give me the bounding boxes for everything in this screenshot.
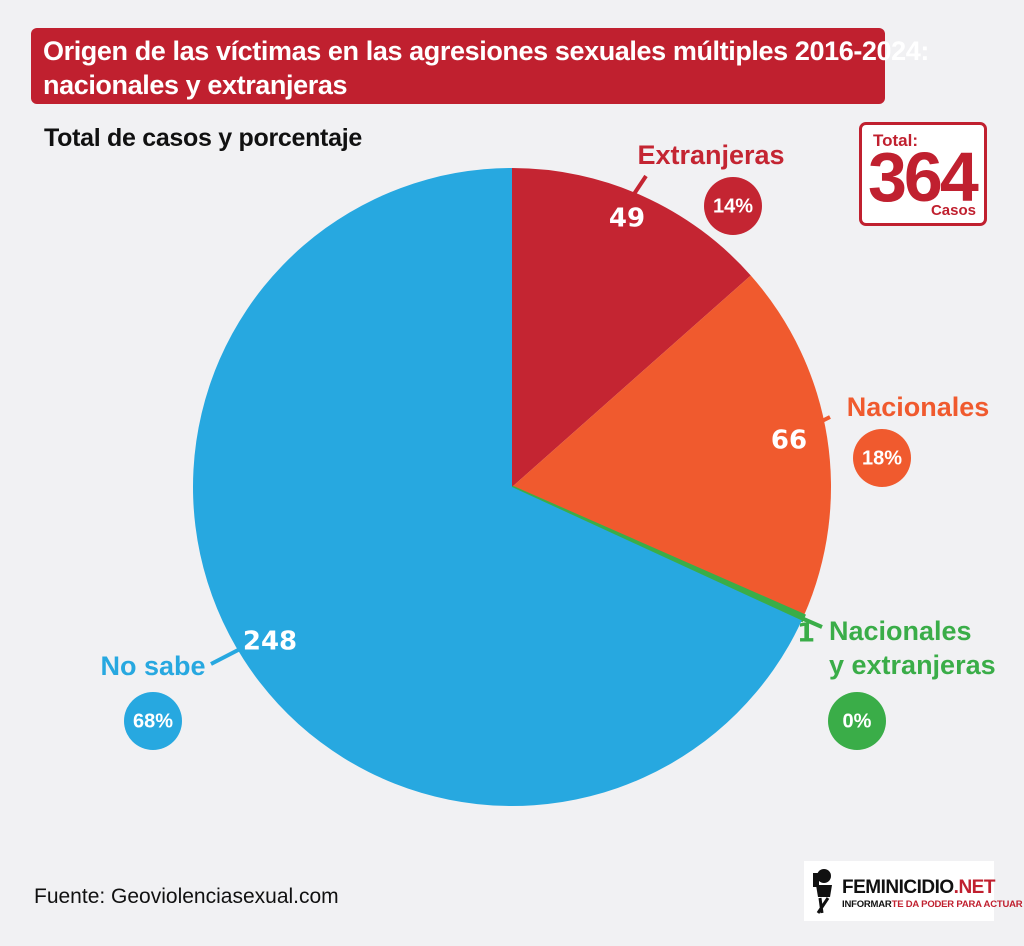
percent-badge-nacionales-y-extranjeras [828, 692, 886, 750]
percent-label-no-sabe: 68% [133, 710, 173, 732]
chart-title: Origen de las víctimas en las agresiones… [31, 28, 929, 104]
total-unit: Casos [930, 202, 976, 219]
pie-slice-no-sabe [192, 168, 802, 806]
category-label-nacionales-y-extranjeras-line-2: y extranjeras [829, 650, 996, 680]
value-label-extranjeras: 49 [609, 204, 645, 234]
total-value: 364 [868, 138, 979, 216]
pie-slice-extranjeras [512, 168, 751, 487]
value-label-nacionales: 66 [771, 426, 807, 456]
value-label-nacionales-y-extranjeras: 1 [797, 619, 815, 649]
percent-badge-no-sabe [124, 692, 182, 750]
logo-name-suffix: .NET [953, 877, 996, 898]
logo-name-main: FEMINICIDIO [842, 877, 954, 898]
category-label-no-sabe: No sabe [100, 651, 205, 681]
chart-title-line-1: Origen de las víctimas en las agresiones… [43, 36, 929, 66]
logo-tagline-a: INFORMAR [842, 899, 892, 910]
percent-label-nacionales-y-extranjeras: 0% [843, 710, 872, 732]
category-label-extranjeras: Extranjeras [637, 140, 784, 170]
woman-figure-icon [813, 869, 832, 914]
source-note: Fuente: Geoviolenciasexual.com [34, 885, 339, 908]
logo-tagline-b: TE DA PODER PARA ACTUAR [891, 899, 1023, 910]
category-label-nacionales: Nacionales [847, 392, 990, 422]
percent-badge-nacionales [853, 429, 911, 487]
leader-line-nacionales [807, 415, 831, 430]
chart-title-line-2: nacionales y extranjeras [43, 70, 348, 100]
chart-subtitle: Total de casos y porcentaje [44, 124, 362, 152]
total-label: Total: [873, 131, 919, 150]
value-label-no-sabe: 248 [243, 627, 297, 657]
leader-line-extranjeras [630, 174, 648, 199]
logo-name: FEMINICIDIO.NET [842, 877, 995, 899]
category-label-nacionales-y-extranjeras-line-1: Nacionales [829, 616, 972, 646]
pie-slice-nacionales [512, 275, 832, 616]
total-cases-box: Total: 364 Casos [859, 122, 987, 226]
percent-label-extranjeras: 14% [713, 195, 753, 217]
percent-label-nacionales: 18% [862, 447, 902, 469]
leader-line-nacionales-y-extranjeras [798, 615, 823, 629]
feminicidio-logo: FEMINICIDIO.NET INFORMARTE DA PODER PARA… [804, 861, 1023, 921]
leader-line-no-sabe [210, 646, 243, 666]
logo-tagline: INFORMARTE DA PODER PARA ACTUAR [842, 899, 1023, 910]
percent-badge-extranjeras [704, 177, 762, 235]
